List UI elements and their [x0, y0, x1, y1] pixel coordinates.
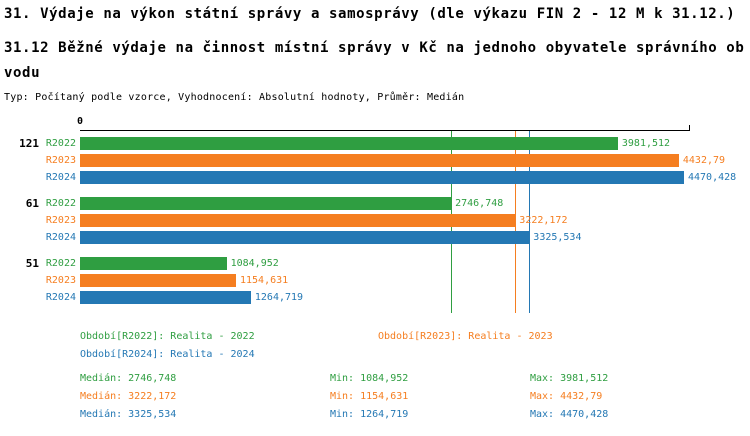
stat-max-r2023: Max: 4432,79 — [530, 391, 603, 402]
legend-item-r2024: Období[R2024]: Realita - 2024 — [80, 349, 255, 360]
value-label-61-R2022: 2746,748 — [455, 198, 504, 209]
legend-item-r2023: Období[R2023]: Realita - 2023 — [378, 331, 553, 342]
bar-51-R2023 — [80, 274, 236, 287]
median-line-2 — [515, 131, 517, 313]
value-label-121-R2023: 4432,79 — [682, 155, 726, 166]
bar-61-R2023 — [80, 214, 516, 227]
stat-max-r2022: Max: 3981,512 — [530, 373, 609, 384]
bar-chart: 0 121 R2022 3981,512 R2023 4432,79 R2024 4470,… — [0, 116, 750, 320]
stat-median-r2023: Medián: 3222,172 — [80, 391, 177, 402]
series-label-51-R2022: R2022 — [45, 258, 76, 269]
median-line-3 — [529, 131, 531, 313]
value-label-51-R2022: 1084,952 — [230, 258, 279, 269]
report-title: 31. Výdaje na výkon státní správy a samo… — [4, 6, 736, 22]
group-label-121: 121 — [19, 137, 39, 150]
stat-median-r2022: Medián: 2746,748 — [80, 373, 177, 384]
stat-min-r2024: Min: 1264,719 — [330, 409, 409, 420]
value-label-51-R2023: 1154,631 — [240, 275, 289, 286]
stat-min-r2022: Min: 1084,952 — [330, 373, 409, 384]
bar-121-R2022 — [80, 137, 618, 150]
series-label-121-R2023: R2023 — [45, 155, 76, 166]
group-label-61: 61 — [25, 197, 39, 210]
bar-51-R2022 — [80, 257, 227, 270]
value-label-61-R2024: 3325,534 — [533, 232, 582, 243]
bar-61-R2022 — [80, 197, 452, 210]
series-label-121-R2022: R2022 — [45, 138, 76, 149]
group-label-51: 51 — [25, 257, 39, 270]
stat-median-r2024: Medián: 3325,534 — [80, 409, 177, 420]
series-label-61-R2022: R2022 — [45, 198, 76, 209]
bar-61-R2024 — [80, 231, 530, 244]
value-label-61-R2023: 3222,172 — [519, 215, 568, 226]
series-label-121-R2024: R2024 — [45, 172, 76, 183]
bar-121-R2023 — [80, 154, 679, 167]
indicator-meta-text: Typ: Počítaný podle vzorce, Vyhodnocení:… — [4, 92, 465, 103]
value-label-51-R2024: 1264,719 — [254, 292, 304, 303]
stat-min-r2023: Min: 1154,631 — [330, 391, 409, 402]
value-label-121-R2024: 4470,428 — [688, 172, 737, 183]
x-axis-end-tick — [689, 125, 690, 130]
series-label-51-R2024: R2024 — [45, 292, 76, 303]
series-label-51-R2023: R2023 — [45, 275, 76, 286]
indicator-title: 31.12 Běžné výdaje na činnost místní spr… — [4, 40, 745, 81]
series-label-61-R2023: R2023 — [45, 215, 76, 226]
x-axis-line — [80, 130, 690, 131]
stat-max-r2024: Max: 4470,428 — [530, 409, 609, 420]
value-label-121-R2022: 3981,512 — [621, 138, 671, 149]
x-axis-zero-label: 0 — [76, 116, 84, 127]
legend-item-r2022: Období[R2022]: Realita - 2022 — [80, 331, 255, 342]
series-label-61-R2024: R2024 — [45, 232, 76, 243]
bar-121-R2024 — [80, 171, 684, 184]
bar-51-R2024 — [80, 291, 251, 304]
